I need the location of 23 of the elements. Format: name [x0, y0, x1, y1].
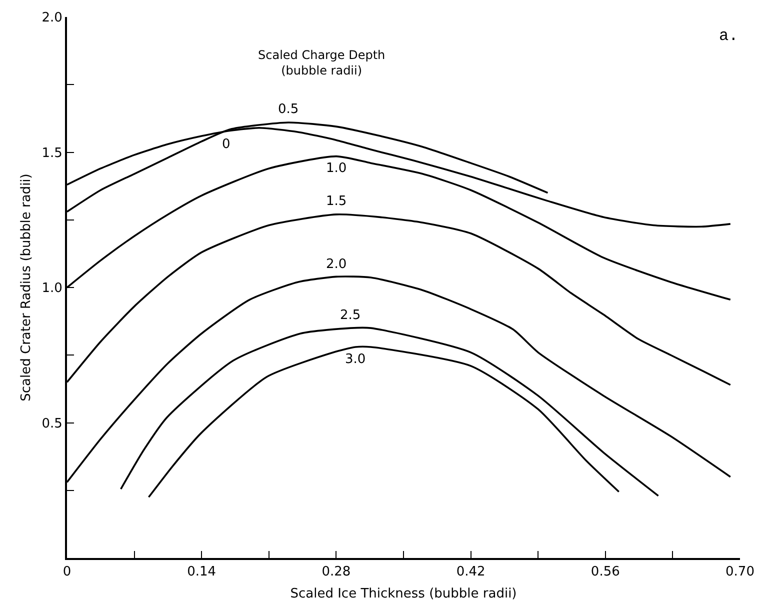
line-series: [120, 326, 660, 497]
y-axis-title: Scaled Crater Radius (bubble radii): [19, 174, 34, 402]
annotation: a.: [719, 27, 738, 45]
x-tick-label: 0.28: [322, 564, 351, 580]
x-tick-label: 0.42: [456, 564, 486, 580]
series-label: 0.5: [278, 102, 299, 117]
line-series: [148, 346, 620, 498]
series-label: 0: [222, 137, 230, 152]
legend-title: Scaled Charge Depth (bubble radii): [258, 48, 386, 78]
series-label: 3.0: [345, 352, 366, 367]
x-tick-label: 0: [62, 564, 72, 580]
y-tick-label: 1.0: [42, 281, 62, 296]
y-tick-label: 1.5: [42, 146, 62, 161]
series-label: 2.5: [340, 308, 361, 323]
y-tick-label: 0.5: [42, 416, 62, 432]
series-label: 1.5: [326, 194, 347, 209]
x-axis-title: Scaled Ice Thickness (bubble radii): [290, 586, 517, 602]
x-tick-label: 0.70: [726, 564, 754, 580]
x-tick-label: 0.14: [187, 564, 216, 580]
y-tick-label: 2.0: [42, 10, 62, 26]
series-label: 2.0: [326, 257, 347, 272]
x-tick-label: 0.56: [590, 564, 620, 580]
series-label: 1.0: [326, 161, 347, 176]
